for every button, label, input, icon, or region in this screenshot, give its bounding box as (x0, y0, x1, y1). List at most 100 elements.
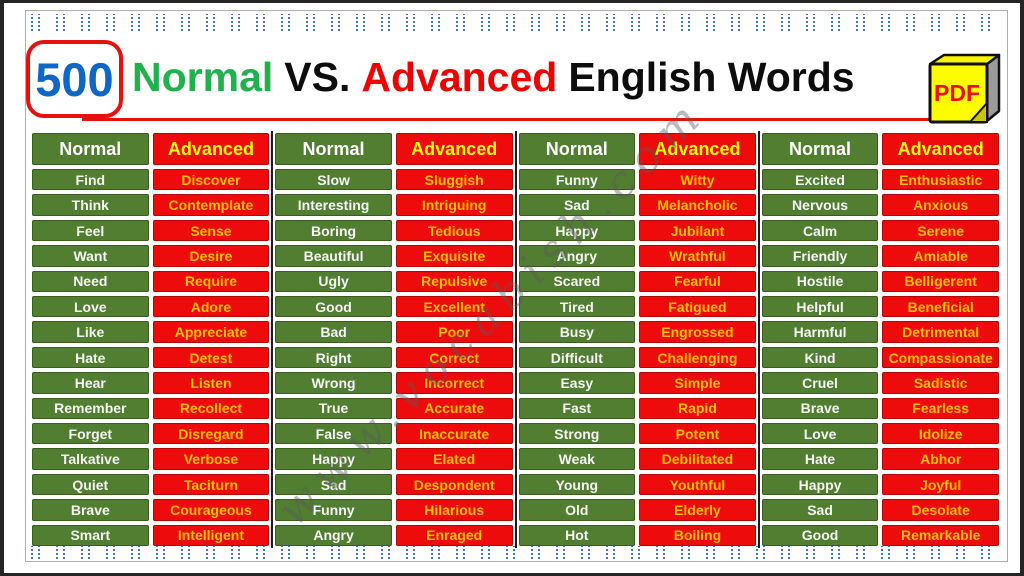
advanced-cell: Youthful (639, 473, 756, 496)
pdf-book-icon[interactable]: PDF (925, 51, 1007, 127)
advanced-cell: Desolate (882, 499, 999, 521)
advanced-cell: Boiling (639, 524, 756, 547)
normal-cell: Good (761, 524, 879, 547)
title-word-normal: Normal (132, 53, 274, 100)
advanced-cell: Enthusiastic (882, 169, 999, 191)
advanced-cell: Detest (152, 346, 270, 369)
normal-cell: Hostile (761, 270, 879, 293)
advanced-cell: Intriguing (395, 194, 513, 216)
table-row: Friendly Amiable (760, 243, 1001, 268)
normal-cell: Remember (32, 397, 149, 420)
advanced-header: Advanced (395, 133, 513, 165)
advanced-cell: Wrathful (639, 245, 756, 267)
normal-cell: Funny (275, 499, 392, 521)
table-row: Hear Listen (30, 370, 271, 395)
table-row: Need Require (30, 269, 271, 294)
normal-cell: Angry (275, 524, 392, 547)
word-group-1: Normal Advanced Find Discover Think Contempla… (30, 131, 271, 548)
advanced-cell: Detrimental (882, 321, 999, 343)
word-group-2: Normal Advanced Slow Sluggish Interesting Int… (271, 131, 514, 548)
table-row: Young Youthful (517, 472, 758, 497)
normal-cell: Think (32, 194, 149, 216)
normal-cell: Find (32, 169, 149, 191)
advanced-cell: Melancholic (639, 194, 756, 216)
normal-cell: Young (518, 473, 636, 496)
advanced-header: Advanced (152, 133, 270, 165)
normal-cell: Brave (32, 499, 149, 521)
advanced-cell: Require (152, 270, 270, 293)
table-row: Sad Desolate (760, 497, 1001, 522)
table-row: True Accurate (273, 396, 514, 421)
advanced-cell: Jubilant (639, 219, 756, 242)
table-row: Happy Joyful (760, 472, 1001, 497)
normal-cell: Sad (761, 499, 879, 521)
normal-cell: Sad (275, 473, 392, 496)
advanced-cell: Idolize (882, 423, 999, 445)
count-badge: 500 (26, 40, 123, 118)
normal-cell: Need (32, 270, 149, 293)
normal-cell: Excited (761, 169, 879, 191)
advanced-cell: Fearless (882, 397, 999, 420)
normal-cell: Happy (275, 448, 392, 470)
table-row: Brave Courageous (30, 497, 271, 522)
pdf-label: PDF (934, 80, 980, 106)
normal-cell: Difficult (518, 346, 636, 369)
table-row: Happy Elated (273, 446, 514, 471)
header-row: Normal Advanced (517, 131, 758, 167)
normal-cell: Weak (518, 448, 636, 470)
table-row: Old Elderly (517, 497, 758, 522)
table-row: Like Appreciate (30, 319, 271, 344)
table-row: Scared Fearful (517, 269, 758, 294)
advanced-cell: Enraged (395, 524, 513, 547)
normal-cell: Happy (761, 473, 879, 496)
advanced-cell: Adore (152, 296, 270, 318)
normal-cell: Funny (518, 169, 636, 191)
normal-cell: Quiet (32, 473, 149, 496)
table-row: Slow Sluggish (273, 167, 514, 192)
advanced-cell: Poor (395, 321, 513, 343)
normal-cell: Fast (518, 397, 636, 420)
header-row: Normal Advanced (273, 131, 514, 167)
table-row: Feel Sense (30, 218, 271, 243)
table-row: Funny Witty (517, 167, 758, 192)
table-row: Good Excellent (273, 294, 514, 319)
advanced-cell: Appreciate (152, 321, 270, 343)
advanced-cell: Witty (639, 169, 756, 191)
advanced-cell: Engrossed (639, 321, 756, 343)
advanced-cell: Courageous (152, 499, 270, 521)
normal-header: Normal (518, 133, 636, 165)
normal-cell: Kind (761, 346, 879, 369)
normal-cell: Interesting (275, 194, 392, 216)
normal-cell: Brave (761, 397, 879, 420)
normal-cell: Boring (275, 219, 392, 242)
table-row: Smart Intelligent (30, 523, 271, 548)
table-row: Easy Simple (517, 370, 758, 395)
dotted-border-top (31, 14, 1001, 31)
advanced-header: Advanced (639, 133, 756, 165)
table-row: Harmful Detrimental (760, 319, 1001, 344)
normal-cell: Smart (32, 524, 149, 547)
normal-cell: Harmful (761, 321, 879, 343)
table-row: Kind Compassionate (760, 345, 1001, 370)
table-row: Tired Fatigued (517, 294, 758, 319)
table-row: Want Desire (30, 243, 271, 268)
table-row: Difficult Challenging (517, 345, 758, 370)
advanced-cell: Accurate (395, 397, 513, 420)
title-word-advanced: Advanced (361, 53, 558, 100)
normal-cell: Angry (518, 245, 636, 267)
normal-cell: Hear (32, 372, 149, 394)
table-row: Bad Poor (273, 319, 514, 344)
table-row: Sad Despondent (273, 472, 514, 497)
advanced-cell: Fatigued (639, 296, 756, 318)
table-row: Weak Debilitated (517, 446, 758, 471)
table-row: Forget Disregard (30, 421, 271, 446)
table-row: Hate Detest (30, 345, 271, 370)
advanced-cell: Challenging (639, 346, 756, 369)
advanced-cell: Exquisite (395, 245, 513, 267)
advanced-cell: Anxious (882, 194, 999, 216)
advanced-header: Advanced (882, 133, 999, 165)
normal-cell: Hot (518, 524, 636, 547)
table-row: Funny Hilarious (273, 497, 514, 522)
table-row: Angry Wrathful (517, 243, 758, 268)
table-row: Wrong Incorrect (273, 370, 514, 395)
